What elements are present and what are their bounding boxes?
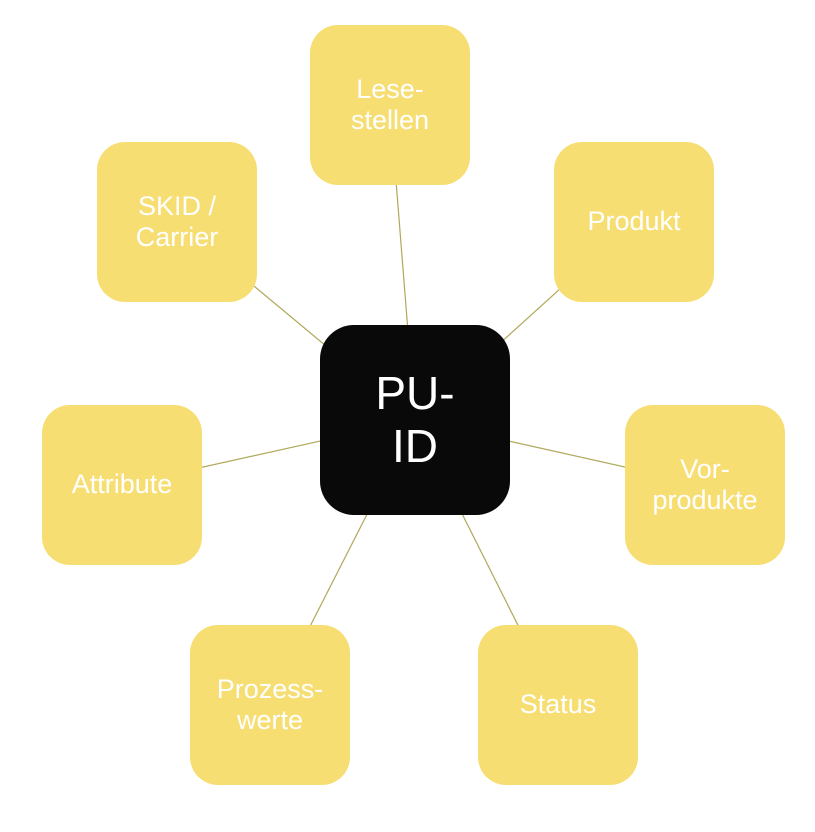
node-lesestellen-label: Lese- stellen: [351, 74, 429, 136]
center-node-label: PU- ID: [375, 367, 454, 473]
node-attribute: Attribute: [42, 405, 202, 565]
center-node: PU- ID: [320, 325, 510, 515]
node-vorprodukte-label: Vor- produkte: [652, 454, 757, 516]
node-prozesswerte: Prozess- werte: [190, 625, 350, 785]
node-status: Status: [478, 625, 638, 785]
diagram-canvas: PU- ID Lese- stellen Produkt Vor- produkte S…: [0, 0, 815, 832]
node-skid-carrier-label: SKID / Carrier: [136, 191, 219, 253]
node-produkt: Produkt: [554, 142, 714, 302]
node-vorprodukte: Vor- produkte: [625, 405, 785, 565]
node-lesestellen: Lese- stellen: [310, 25, 470, 185]
node-skid-carrier: SKID / Carrier: [97, 142, 257, 302]
node-prozesswerte-label: Prozess- werte: [217, 674, 324, 736]
node-attribute-label: Attribute: [72, 469, 173, 500]
node-status-label: Status: [520, 689, 597, 720]
node-produkt-label: Produkt: [587, 206, 680, 237]
